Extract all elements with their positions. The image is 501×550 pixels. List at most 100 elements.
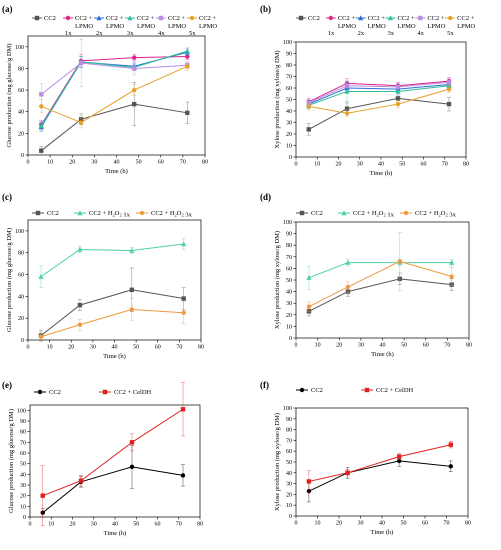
panel-label: (e) <box>2 380 12 390</box>
x-tick-label: 10 <box>315 343 321 349</box>
x-tick-label: 40 <box>114 160 120 166</box>
legend-marker <box>299 210 305 216</box>
y-tick-label: 100 <box>17 408 26 414</box>
data-point <box>344 106 350 111</box>
data-point <box>132 87 137 93</box>
y-tick-label: 70 <box>286 438 292 444</box>
series-line <box>42 466 184 514</box>
legend-marker <box>158 15 164 21</box>
legend-marker <box>102 389 108 395</box>
x-tick-label: 80 <box>197 522 203 528</box>
x-axis-label: Time (h) <box>371 529 394 536</box>
x-axis-label: Time (h) <box>370 170 393 177</box>
y-tick-label: 90 <box>286 417 292 423</box>
y-tick-label: 100 <box>283 40 292 46</box>
legend-label: 4x <box>417 30 424 37</box>
legend-marker <box>298 15 304 21</box>
x-tick-label: 60 <box>155 522 161 528</box>
data-point <box>39 148 44 153</box>
y-tick-label: 100 <box>283 220 292 226</box>
x-axis-label: Time (h) <box>104 530 127 537</box>
data-point <box>180 473 186 478</box>
data-point <box>129 247 135 253</box>
legend-label: CC2 + <box>75 15 93 22</box>
chart-panel-d: (d) 0 10 20 30 40 50 60 70 80 0 10 20 30 40 50 60 70 80 90 1… <box>260 192 472 358</box>
series-line <box>40 308 184 338</box>
series-3 <box>38 47 190 131</box>
y-tick-label: 80 <box>286 243 292 249</box>
data-point <box>395 101 401 107</box>
x-tick-label: 20 <box>336 343 342 349</box>
legend-label: LPMO <box>398 23 416 30</box>
legend-label: LPMO <box>457 23 475 30</box>
series-0 <box>306 272 454 317</box>
x-axis-label: Time (h) <box>103 353 126 360</box>
y-tick-label: 0 <box>21 153 24 159</box>
x-tick-label: 20 <box>69 160 75 166</box>
y-tick-label: 20 <box>286 132 292 138</box>
legend-label: LPMO <box>137 23 155 30</box>
data-point <box>306 127 311 132</box>
data-point <box>132 55 137 60</box>
x-tick-label: 50 <box>136 160 142 166</box>
data-point <box>38 334 44 339</box>
x-tick-label: 10 <box>48 522 54 528</box>
series-line <box>40 50 188 127</box>
data-point <box>344 111 350 116</box>
data-point <box>77 302 83 308</box>
data-point <box>129 287 134 293</box>
legend-marker <box>139 210 145 216</box>
y-tick-label: 100 <box>15 45 24 51</box>
plot-frame <box>29 404 201 518</box>
x-tick-label: 80 <box>463 162 469 168</box>
x-tick-label: 40 <box>112 345 118 351</box>
data-point <box>38 273 44 279</box>
legend-label: LPMO <box>338 23 356 30</box>
legend-marker <box>77 210 83 216</box>
x-tick-label: 70 <box>444 521 450 527</box>
legend-label: 4x <box>158 30 165 37</box>
legend-label: CC2 <box>308 15 320 22</box>
chart-panel-f: (f) 0 10 20 30 40 50 60 70 80 0 10 20 30 40 50 60 70 80 90 1… <box>260 380 471 536</box>
panel-label: (b) <box>260 4 271 14</box>
y-tick-label: 30 <box>286 121 292 127</box>
series-2 <box>38 48 190 132</box>
series-2 <box>306 232 454 312</box>
data-point <box>448 464 453 469</box>
data-point <box>306 304 312 309</box>
y-tick-label: 50 <box>20 462 26 468</box>
y-tick-label: 40 <box>20 472 26 478</box>
x-tick-label: 0 <box>295 521 298 527</box>
legend-label: CC2 + <box>368 15 386 22</box>
x-tick-label: 70 <box>444 343 450 349</box>
series-0 <box>39 82 190 156</box>
y-tick-label: 60 <box>286 86 292 92</box>
data-point <box>446 86 452 92</box>
series-2 <box>38 298 186 342</box>
x-tick-label: 50 <box>401 343 407 349</box>
x-tick-label: 80 <box>202 160 208 166</box>
y-tick-label: 100 <box>15 229 24 235</box>
x-tick-label: 60 <box>421 162 427 168</box>
data-point <box>78 60 84 66</box>
data-point <box>345 284 351 290</box>
x-tick-label: 80 <box>466 343 472 349</box>
data-point <box>397 454 402 459</box>
x-tick-label: 10 <box>47 345 53 351</box>
legend-label: CC2 + <box>338 15 356 22</box>
legend-label: CC2 <box>44 15 56 22</box>
legend-marker <box>387 15 394 21</box>
x-tick-label: 70 <box>442 162 448 168</box>
panel-label: (c) <box>2 192 12 202</box>
x-tick-label: 60 <box>155 345 161 351</box>
y-tick-label: 70 <box>286 75 292 81</box>
series-line <box>308 81 450 104</box>
y-tick-label: 20 <box>18 316 24 322</box>
legend: CC2 CC2 + CelDH <box>34 389 152 396</box>
x-tick-label: 50 <box>399 162 405 168</box>
legend-marker <box>447 15 453 21</box>
y-tick-label: 20 <box>20 494 26 500</box>
data-point <box>395 84 401 90</box>
y-axis-label: Xylose production (mg xylose/g DM) <box>274 413 281 511</box>
legend-marker <box>364 387 370 393</box>
